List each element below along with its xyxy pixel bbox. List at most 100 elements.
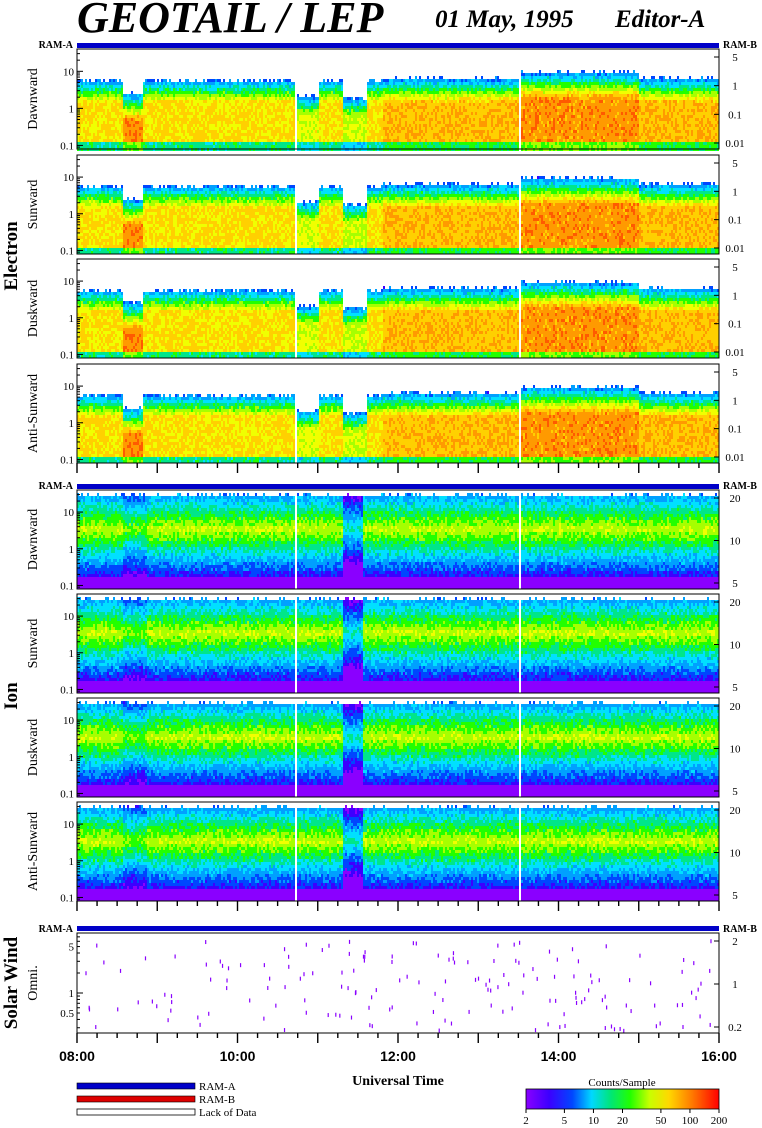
spectrogram-cell [173, 127, 175, 130]
spectrogram-cell [119, 97, 121, 100]
spectrogram-cell [109, 100, 111, 103]
spectrogram-cell [193, 94, 195, 97]
spectrogram-cell [145, 121, 147, 124]
spectrogram-cell [161, 130, 163, 133]
spectrogram-cell [187, 97, 189, 100]
spectrogram-cell [209, 106, 211, 109]
spectrogram-cell [181, 91, 183, 94]
spectrogram-cell [207, 118, 209, 121]
spectrogram-cell [157, 85, 159, 88]
spectrogram-cell [215, 103, 217, 106]
spectrogram-cell [187, 136, 189, 139]
spectrogram-cell [163, 112, 165, 115]
spectrogram-cell [155, 91, 157, 94]
spectrogram-cell [173, 85, 175, 88]
spectrogram-cell [191, 115, 193, 118]
spectrogram-cell [115, 139, 117, 142]
spectrogram-cell [127, 118, 129, 121]
spectrogram-cell [109, 127, 111, 130]
spectrogram-cell [179, 103, 181, 106]
spectrogram-cell [199, 145, 201, 148]
spectrogram-cell [101, 85, 103, 88]
spectrogram-cell [115, 142, 117, 145]
spectrogram-cell [141, 115, 143, 118]
spectrogram-cell [213, 121, 215, 124]
spectrogram-cell [185, 79, 187, 82]
spectrogram-cell [203, 79, 205, 82]
spectrogram-cell [183, 124, 185, 127]
spectrogram-cell [129, 103, 131, 106]
spectrogram-cell [87, 91, 89, 94]
spectrogram-cell [165, 118, 167, 121]
spectrogram-cell [145, 145, 147, 148]
spectrogram-cell [149, 103, 151, 106]
spectrogram-cell [111, 112, 113, 115]
spectrogram-cell [137, 133, 139, 136]
spectrogram-cell [105, 142, 107, 145]
spectrogram-cell [195, 139, 197, 142]
spectrogram-cell [203, 133, 205, 136]
spectrogram-cell [143, 82, 145, 85]
spectrogram-cell [193, 82, 195, 85]
spectrogram-cell [213, 136, 215, 139]
spectrogram-cell [215, 97, 217, 100]
spectrogram-cell [151, 145, 153, 148]
spectrogram-cell [109, 115, 111, 118]
spectrogram-cell [137, 118, 139, 121]
spectrogram-cell [91, 115, 93, 118]
spectrogram-cell [137, 124, 139, 127]
spectrogram-cell [121, 97, 123, 100]
spectrogram-cell [89, 85, 91, 88]
spectrogram-cell [207, 115, 209, 118]
spectrogram-cell [113, 97, 115, 100]
spectrogram-cell [139, 103, 141, 106]
spectrogram-cell [109, 109, 111, 112]
spectrogram-cell [205, 136, 207, 139]
spectrogram-cell [95, 127, 97, 130]
spectrogram-cell [197, 124, 199, 127]
spectrogram-cell [199, 121, 201, 124]
spectrogram-cell [159, 133, 161, 136]
spectrogram-cell [209, 145, 211, 148]
spectrogram-cell [141, 106, 143, 109]
spectrogram-cell [203, 88, 205, 91]
spectrogram-cell [209, 130, 211, 133]
spectrogram-cell [177, 82, 179, 85]
spectrogram-cell [163, 139, 165, 142]
spectrogram-cell [145, 85, 147, 88]
spectrogram-cell [193, 124, 195, 127]
spectrogram-cell [159, 109, 161, 112]
spectrogram-cell [95, 115, 97, 118]
spectrogram-cell [195, 142, 197, 145]
spectrogram-cell [91, 136, 93, 139]
spectrogram-cell [105, 115, 107, 118]
spectrogram-cell [113, 127, 115, 130]
spectrogram-cell [153, 115, 155, 118]
spectrogram-cell [133, 97, 135, 100]
spectrogram-cell [117, 85, 119, 88]
spectrogram-cell [153, 79, 155, 82]
spectrogram-cell [159, 118, 161, 121]
spectrogram-cell [143, 118, 145, 121]
spectrogram-cell [107, 88, 109, 91]
spectrogram-cell [139, 142, 141, 145]
spectrogram-cell [195, 91, 197, 94]
spectrogram-cell [85, 88, 87, 91]
spectrogram-cell [157, 79, 159, 82]
spectrogram-cell [191, 94, 193, 97]
spectrogram-cell [133, 139, 135, 142]
spectrogram-cell [89, 106, 91, 109]
spectrogram-cell [157, 145, 159, 148]
spectrogram-cell [89, 82, 91, 85]
spectrogram-cell [199, 82, 201, 85]
spectrogram-cell [93, 121, 95, 124]
spectrogram-cell [177, 97, 179, 100]
spectrogram-cell [109, 103, 111, 106]
spectrogram-cell [97, 91, 99, 94]
spectrogram-cell [87, 103, 89, 106]
spectrogram-cell [161, 100, 163, 103]
spectrogram-cell [211, 97, 213, 100]
spectrogram-cell [189, 85, 191, 88]
spectrogram-cell [161, 91, 163, 94]
spectrogram-cell [119, 136, 121, 139]
